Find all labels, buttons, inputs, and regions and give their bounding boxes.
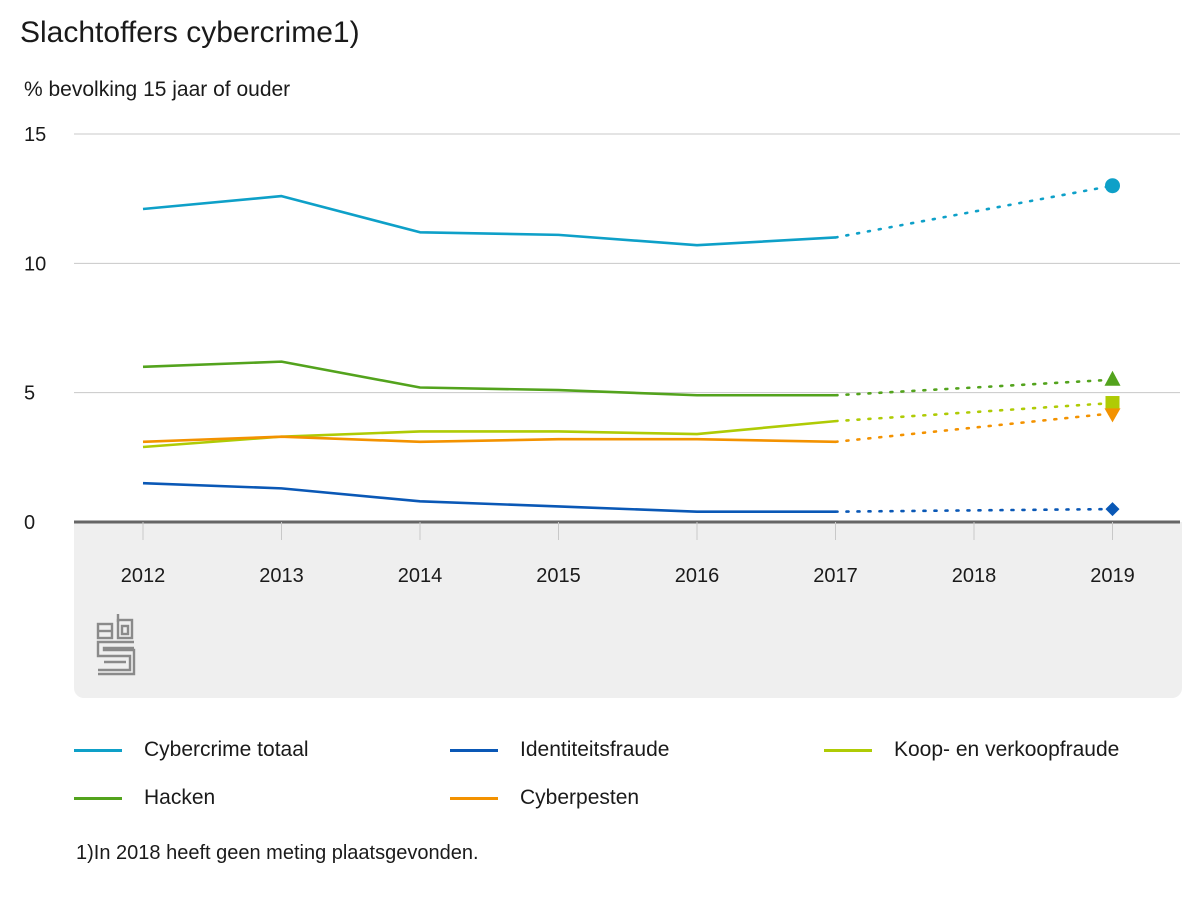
legend-label: Cyberpesten — [520, 786, 640, 809]
legend-swatch — [74, 796, 122, 800]
legend-item-koop-en-verkoopfraude[interactable]: Koop- en verkoopfraude — [824, 738, 1119, 762]
x-axis: 2012 2013 2014 2015 2016 2017 2018 2019 — [121, 522, 1135, 587]
x-axis-band — [74, 522, 1182, 698]
series-hacken — [142, 360, 1121, 397]
legend-swatch — [74, 748, 122, 752]
x-tick-label: 2017 — [813, 565, 858, 587]
legend-label: Hacken — [144, 786, 216, 809]
series-cybercrime-totaal — [142, 178, 1120, 247]
series-line — [142, 194, 836, 247]
legend-swatch — [450, 748, 498, 752]
series-line — [142, 481, 836, 513]
line-chart: 0 5 10 15 2012 2013 2014 2015 2016 2017 2018 2019 — [24, 124, 1182, 698]
cbs-logo-icon — [96, 614, 136, 676]
x-tick-label: 2018 — [952, 565, 997, 587]
legend-label: Koop- en verkoopfraude — [894, 738, 1120, 761]
x-tick-label: 2012 — [121, 565, 166, 587]
data-point-2019 — [1105, 178, 1120, 194]
x-tick-label: 2016 — [675, 565, 720, 587]
x-tick-label: 2019 — [1090, 565, 1135, 587]
series-line — [142, 360, 836, 397]
legend-swatch — [450, 796, 498, 800]
y-axis: 0 5 10 15 — [24, 124, 46, 534]
y-axis-unit-label: % bevolking 15 jaar of ouder — [24, 78, 291, 101]
series-identiteitsfraude — [142, 481, 1120, 517]
series-dotted-line — [834, 401, 1114, 423]
series-lines — [142, 178, 1121, 517]
legend-item-cyberpesten[interactable]: Cyberpesten — [450, 786, 639, 810]
legend-swatch — [824, 748, 872, 752]
x-tick-label: 2014 — [398, 565, 443, 587]
data-point-2019 — [1104, 370, 1121, 386]
series-dotted-line — [834, 378, 1114, 397]
series-dotted-line — [834, 412, 1114, 444]
y-tick-label: 0 — [24, 512, 35, 534]
data-point-2019 — [1105, 396, 1120, 411]
grid-lines — [74, 133, 1180, 524]
x-tick-label: 2015 — [536, 565, 581, 587]
y-tick-label: 15 — [24, 124, 46, 146]
series-line — [142, 419, 836, 449]
series-dotted-line — [834, 184, 1114, 239]
series-dotted-line — [834, 507, 1114, 513]
series-cyberpesten — [142, 408, 1121, 444]
series-line — [142, 435, 836, 444]
legend-label: Identiteitsfraude — [520, 738, 670, 761]
data-point-2019 — [1105, 502, 1120, 517]
footnote: 1)In 2018 heeft geen meting plaatsgevond… — [76, 842, 479, 864]
x-tick-label: 2013 — [259, 565, 304, 587]
legend-label: Cybercrime totaal — [144, 738, 309, 761]
legend-item-cybercrime-totaal[interactable]: Cybercrime totaal — [74, 738, 309, 762]
legend-item-identiteitsfraude[interactable]: Identiteitsfraude — [450, 738, 669, 762]
legend-item-hacken[interactable]: Hacken — [74, 786, 215, 810]
y-tick-label: 5 — [24, 383, 35, 405]
chart-title: Slachtoffers cybercrime1) — [20, 16, 360, 49]
legend: Cybercrime totaal Identiteitsfraude Koop… — [74, 738, 1184, 828]
y-tick-label: 10 — [24, 253, 46, 275]
data-point-2019 — [1104, 408, 1121, 423]
